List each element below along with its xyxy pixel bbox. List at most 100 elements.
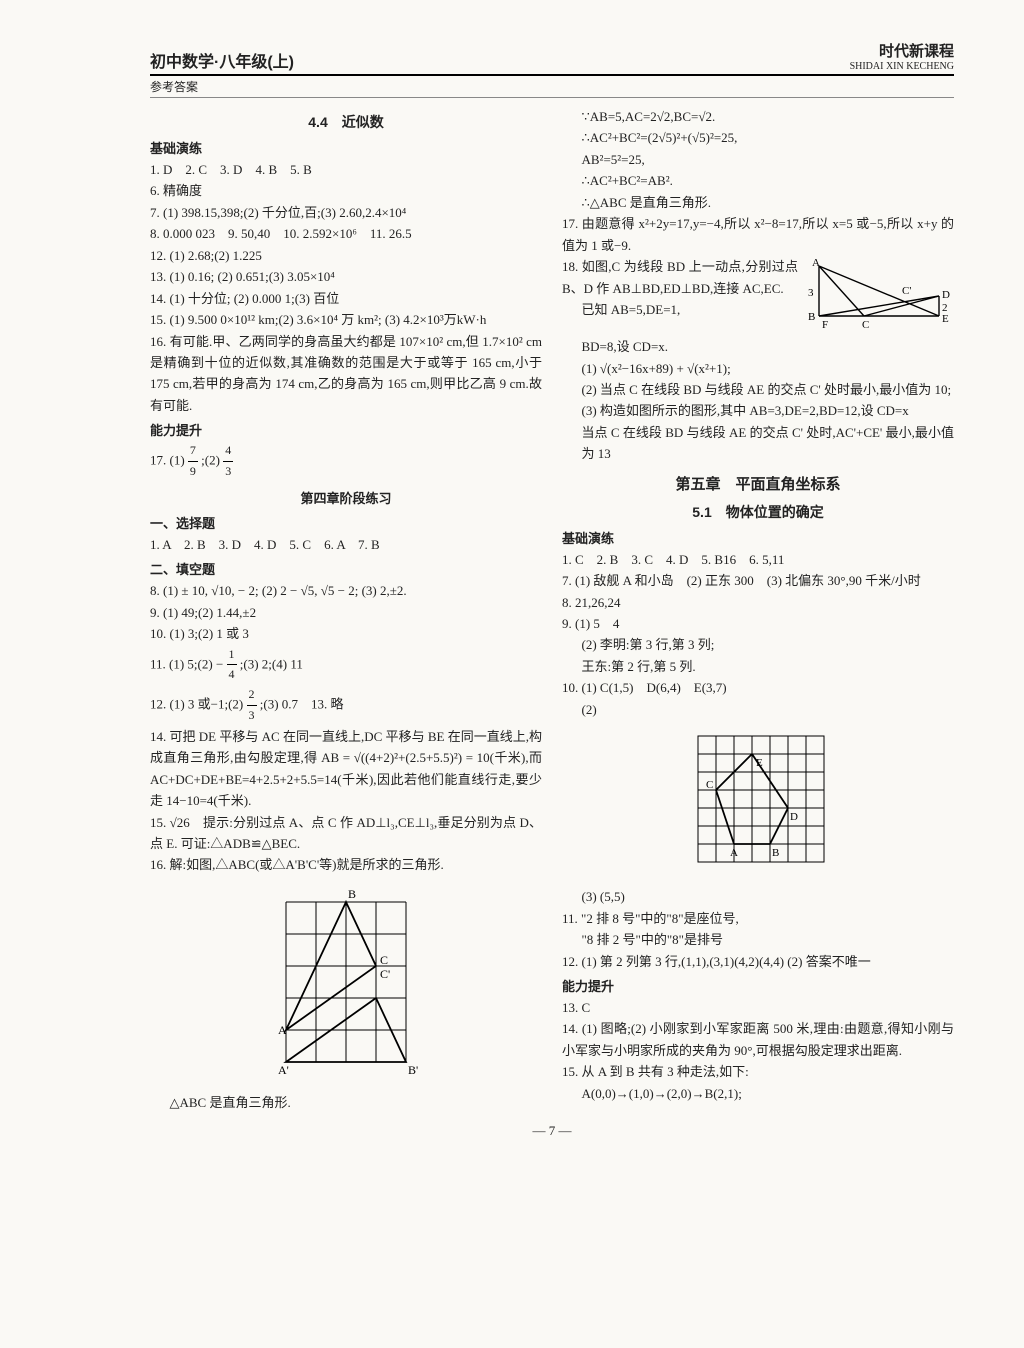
frac-4-3: 43	[223, 441, 233, 482]
frac-7-9: 79	[188, 441, 198, 482]
brand-name: 时代新课程	[850, 40, 954, 61]
b10-2: (2)	[562, 699, 954, 720]
nengli2-title: 能力提升	[562, 976, 954, 995]
t12a: 12. (1) 3 或−1;(2)	[150, 696, 247, 711]
t16: 16. 解:如图,△ABC(或△A'B'C'等)就是所求的三角形.	[150, 854, 542, 875]
b13: 13. C	[562, 997, 954, 1018]
b8: 8. 21,26,24	[562, 592, 954, 613]
r0a: ∵AB=5,AC=2√2,BC=√2.	[562, 106, 954, 127]
b11: 11. "2 排 8 号"中的"8"是座位号,	[562, 908, 954, 929]
frac-1-4: 14	[227, 645, 237, 686]
b15: 15. 从 A 到 B 共有 3 种走法,如下:	[562, 1061, 954, 1082]
geo-3: 3	[808, 287, 814, 299]
r18-4: 当点 C 在线段 BD 与线段 AE 的交点 C' 处时,AC'+CE' 最小,…	[562, 422, 954, 465]
t9: 9. (1) 49;(2) 1.44,±2	[150, 602, 542, 623]
ans-16: 16. 有可能.甲、乙两同学的身高虽大约都是 107×10² cm,但 1.7×…	[150, 331, 542, 417]
t14: 14. 可把 DE 平移与 AC 在同一直线上,DC 平移与 BE 在同一直线上…	[150, 726, 542, 812]
b15b: A(0,0)→(1,0)→(2,0)→B(2,1);	[562, 1083, 954, 1104]
ans-8-11: 8. 0.000 023 9. 50,40 10. 2.592×10⁶ 11. …	[150, 223, 542, 244]
geo-C: C	[862, 319, 869, 331]
answers-block: 1. D 2. C 3. D 4. B 5. B 6. 精确度 7. (1) 3…	[150, 159, 542, 416]
label-Bp: B'	[408, 1063, 418, 1077]
chapter5-title: 第五章 平面直角坐标系	[562, 473, 954, 494]
b1-6: 1. C 2. B 3. C 4. D 5. B16 6. 5,11	[562, 549, 954, 570]
b9b: (2) 李明:第 3 行,第 3 列;	[562, 634, 954, 655]
section-5-1: 5.1 物体位置的确定	[562, 502, 954, 522]
geo-B: B	[808, 311, 815, 323]
geometry-svg: A 3 B C C' D 2 E F	[804, 256, 954, 336]
ans-15: 15. (1) 9.500 0×10¹² km;(2) 3.6×10⁴ 万 km…	[150, 309, 542, 330]
r18-3: (3) 构造如图所示的图形,其中 AB=3,DE=2,BD=12,设 CD=x	[562, 400, 954, 421]
r0b: ∴AC²+BC²=(2√5)²+(√5)²=25,	[562, 127, 954, 148]
ans-17a: 17. (1)	[150, 453, 188, 468]
ans-1-5: 1. D 2. C 3. D 4. B 5. B	[150, 159, 542, 180]
label-A: A	[278, 1023, 287, 1037]
geo-E: E	[942, 313, 949, 325]
ans-12: 12. (1) 2.68;(2) 1.225	[150, 245, 542, 266]
r0d: ∴AC²+BC²=AB².	[562, 170, 954, 191]
b10: 10. (1) C(1,5) D(6,4) E(3,7)	[562, 677, 954, 698]
xuanze-title: 一、选择题	[150, 513, 542, 532]
tiankong-title: 二、填空题	[150, 559, 542, 578]
grid-figure: A B C D E	[562, 726, 954, 880]
r0e: ∴△ABC 是直角三角形.	[562, 192, 954, 213]
r18-2: (2) 当点 C 在线段 BD 与线段 AE 的交点 C' 处时最小,最小值为 …	[562, 379, 954, 400]
ans-13: 13. (1) 0.16; (2) 0.651;(3) 3.05×10⁴	[150, 266, 542, 287]
grid-B: B	[772, 847, 779, 859]
header-brand-block: 时代新课程 SHIDAI XIN KECHENG	[850, 40, 954, 72]
t10: 10. (1) 3;(2) 1 或 3	[150, 623, 542, 644]
section-4-4: 4.4 近似数	[150, 112, 542, 132]
r17: 17. 由题意得 x²+2y=17,y=−4,所以 x²−8=17,所以 x=5…	[562, 213, 954, 256]
grid-svg: A B C D E	[678, 726, 838, 876]
ans-17: 17. (1) 79 ;(2) 43	[150, 441, 542, 482]
left-column: 4.4 近似数 基础演练 1. D 2. C 3. D 4. B 5. B 6.…	[150, 106, 542, 1113]
triangle-svg: A B C C' A' B'	[256, 882, 436, 1082]
page-number: — 7 —	[150, 1123, 954, 1139]
t12b: ;(3) 0.7 13. 略	[260, 696, 344, 711]
t8: 8. (1) ± 10, √10, − 2; (2) 2 − √5, √5 − …	[150, 580, 542, 601]
brand-sub: SHIDAI XIN KECHENG	[850, 61, 954, 72]
page: 初中数学·八年级(上) 时代新课程 SHIDAI XIN KECHENG 参考答…	[0, 0, 1024, 1348]
r18a: 18. 如图,C 为线段 BD 上一动点,分别过点 B、D 作 AB⊥BD,ED…	[562, 256, 798, 299]
label-C: C	[380, 953, 388, 967]
jichu-title: 基础演练	[150, 138, 542, 157]
r18-1: (1) √(x²−16x+89) + √(x²+1);	[562, 358, 954, 379]
t11b: ;(3) 2;(4) 11	[240, 656, 303, 671]
grid-C: C	[706, 779, 713, 791]
grid-D: D	[790, 811, 798, 823]
geo-F: F	[822, 319, 828, 331]
r18b: 已知 AB=5,DE=1,	[562, 299, 798, 320]
r18c: BD=8,设 CD=x.	[562, 336, 954, 357]
q18-block: 18. 如图,C 为线段 BD 上一动点,分别过点 B、D 作 AB⊥BD,ED…	[562, 256, 954, 336]
ans-7: 7. (1) 398.15,398;(2) 千分位,百;(3) 2.60,2.4…	[150, 202, 542, 223]
t11a: 11. (1) 5;(2) −	[150, 656, 223, 671]
b12: 12. (1) 第 2 列第 3 行,(1,1),(3,1)(4,2)(4,4)…	[562, 951, 954, 972]
header-title: 初中数学·八年级(上)	[150, 48, 294, 72]
ans-17b: ;(2)	[201, 453, 223, 468]
t16-end: △ABC 是直角三角形.	[150, 1092, 542, 1113]
b10-3: (3) (5,5)	[562, 886, 954, 907]
xz-1-7: 1. A 2. B 3. D 4. D 5. C 6. A 7. B	[150, 534, 542, 555]
page-header: 初中数学·八年级(上) 时代新课程 SHIDAI XIN KECHENG	[150, 40, 954, 76]
grid-A: A	[730, 847, 738, 859]
t15: 15. √26 提示:分别过点 A、点 C 作 AD⊥l₃,CE⊥l₃,垂足分别…	[150, 812, 542, 855]
b7: 7. (1) 敌舰 A 和小岛 (2) 正东 300 (3) 北偏东 30°,9…	[562, 570, 954, 591]
b9: 9. (1) 5 4	[562, 613, 954, 634]
geo-Cp: C'	[902, 285, 911, 297]
ans-14: 14. (1) 十分位; (2) 0.000 1;(3) 百位	[150, 288, 542, 309]
grid-E: E	[756, 757, 763, 769]
b9c: 王东:第 2 行,第 5 列.	[562, 656, 954, 677]
subheader: 参考答案	[150, 78, 954, 98]
b14: 14. (1) 图略;(2) 小刚家到小军家距离 500 米,理由:由题意,得知…	[562, 1018, 954, 1061]
geo-A: A	[812, 257, 820, 269]
nengli-title: 能力提升	[150, 420, 542, 439]
frac-2-3: 23	[247, 685, 257, 726]
label-Cp: C'	[380, 967, 390, 981]
label-Ap: A'	[278, 1063, 289, 1077]
ans-6: 6. 精确度	[150, 180, 542, 201]
t11: 11. (1) 5;(2) − 14 ;(3) 2;(4) 11	[150, 645, 542, 686]
geo-D: D	[942, 289, 950, 301]
r0c: AB²=5²=25,	[562, 149, 954, 170]
content-columns: 4.4 近似数 基础演练 1. D 2. C 3. D 4. B 5. B 6.…	[150, 106, 954, 1113]
right-column: ∵AB=5,AC=2√2,BC=√2. ∴AC²+BC²=(2√5)²+(√5)…	[562, 106, 954, 1113]
